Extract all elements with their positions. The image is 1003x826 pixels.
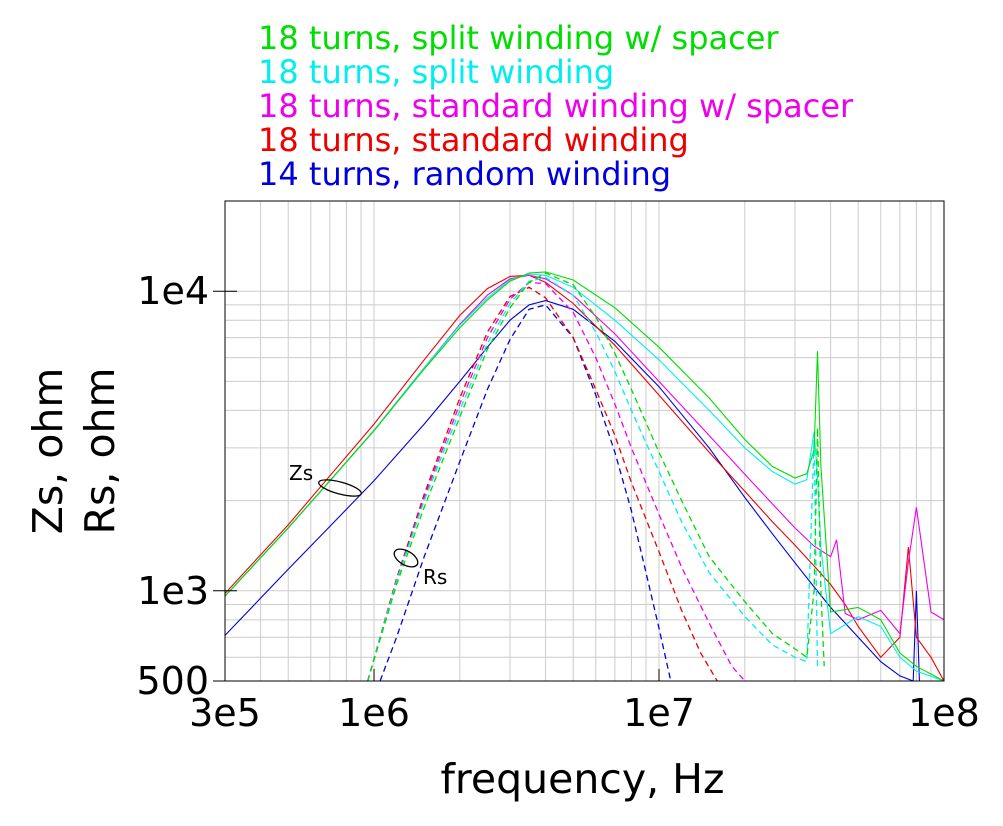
y-tick-label: 500 [136, 659, 209, 703]
annotation-rs-marker [393, 548, 419, 568]
zs-line-18-turns-standard-winding [225, 274, 944, 681]
x-tick-label: 1e6 [338, 691, 410, 735]
legend-entry: 14 turns, random winding [258, 155, 671, 193]
rs-line-18-turns-standard-winding [367, 286, 718, 681]
series-layer [225, 271, 944, 681]
annotation-zs: Zs [289, 461, 313, 485]
annotations: Zs Rs [289, 461, 447, 589]
legend-entry: 18 turns, standard winding [258, 121, 689, 159]
legend-entry: 18 turns, standard winding w/ spacer [258, 87, 854, 125]
y-tick-label: 1e3 [137, 569, 209, 613]
legend-entry: 18 turns, split winding w/ spacer [258, 19, 779, 57]
y-axis-label-rs: Rs, ohm [76, 368, 124, 535]
rs-line-14-turns-random-winding [379, 304, 672, 681]
annotation-rs: Rs [423, 565, 447, 589]
x-tick-label: 1e8 [908, 691, 980, 735]
rs-line-18-turns-split-winding [367, 276, 819, 681]
rs-line-18-turns-split-winding-w-spacer [367, 272, 825, 681]
rs-line-18-turns-standard-winding-w-spacer [367, 281, 746, 681]
x-tick-label: 1e7 [623, 691, 695, 735]
annotation-zs-marker [318, 479, 362, 497]
legend-entry: 18 turns, split winding [258, 53, 614, 91]
zs-line-14-turns-random-winding [225, 300, 944, 681]
y-axis-label-zs: Zs, ohm [24, 368, 72, 535]
x-tick-label: 3e5 [189, 691, 261, 735]
y-tick-label: 1e4 [137, 269, 209, 313]
zs-line-18-turns-split-winding-w-spacer [225, 271, 944, 681]
x-axis-label: frequency, Hz [440, 755, 724, 803]
axes: 3e5 1e6 1e7 1e8 500 1e3 1e4 [136, 269, 979, 735]
plot-frame [224, 200, 945, 682]
zs-line-18-turns-split-winding [225, 273, 944, 681]
grid [224, 200, 945, 682]
zs-line-18-turns-standard-winding-w-spacer [225, 274, 944, 635]
